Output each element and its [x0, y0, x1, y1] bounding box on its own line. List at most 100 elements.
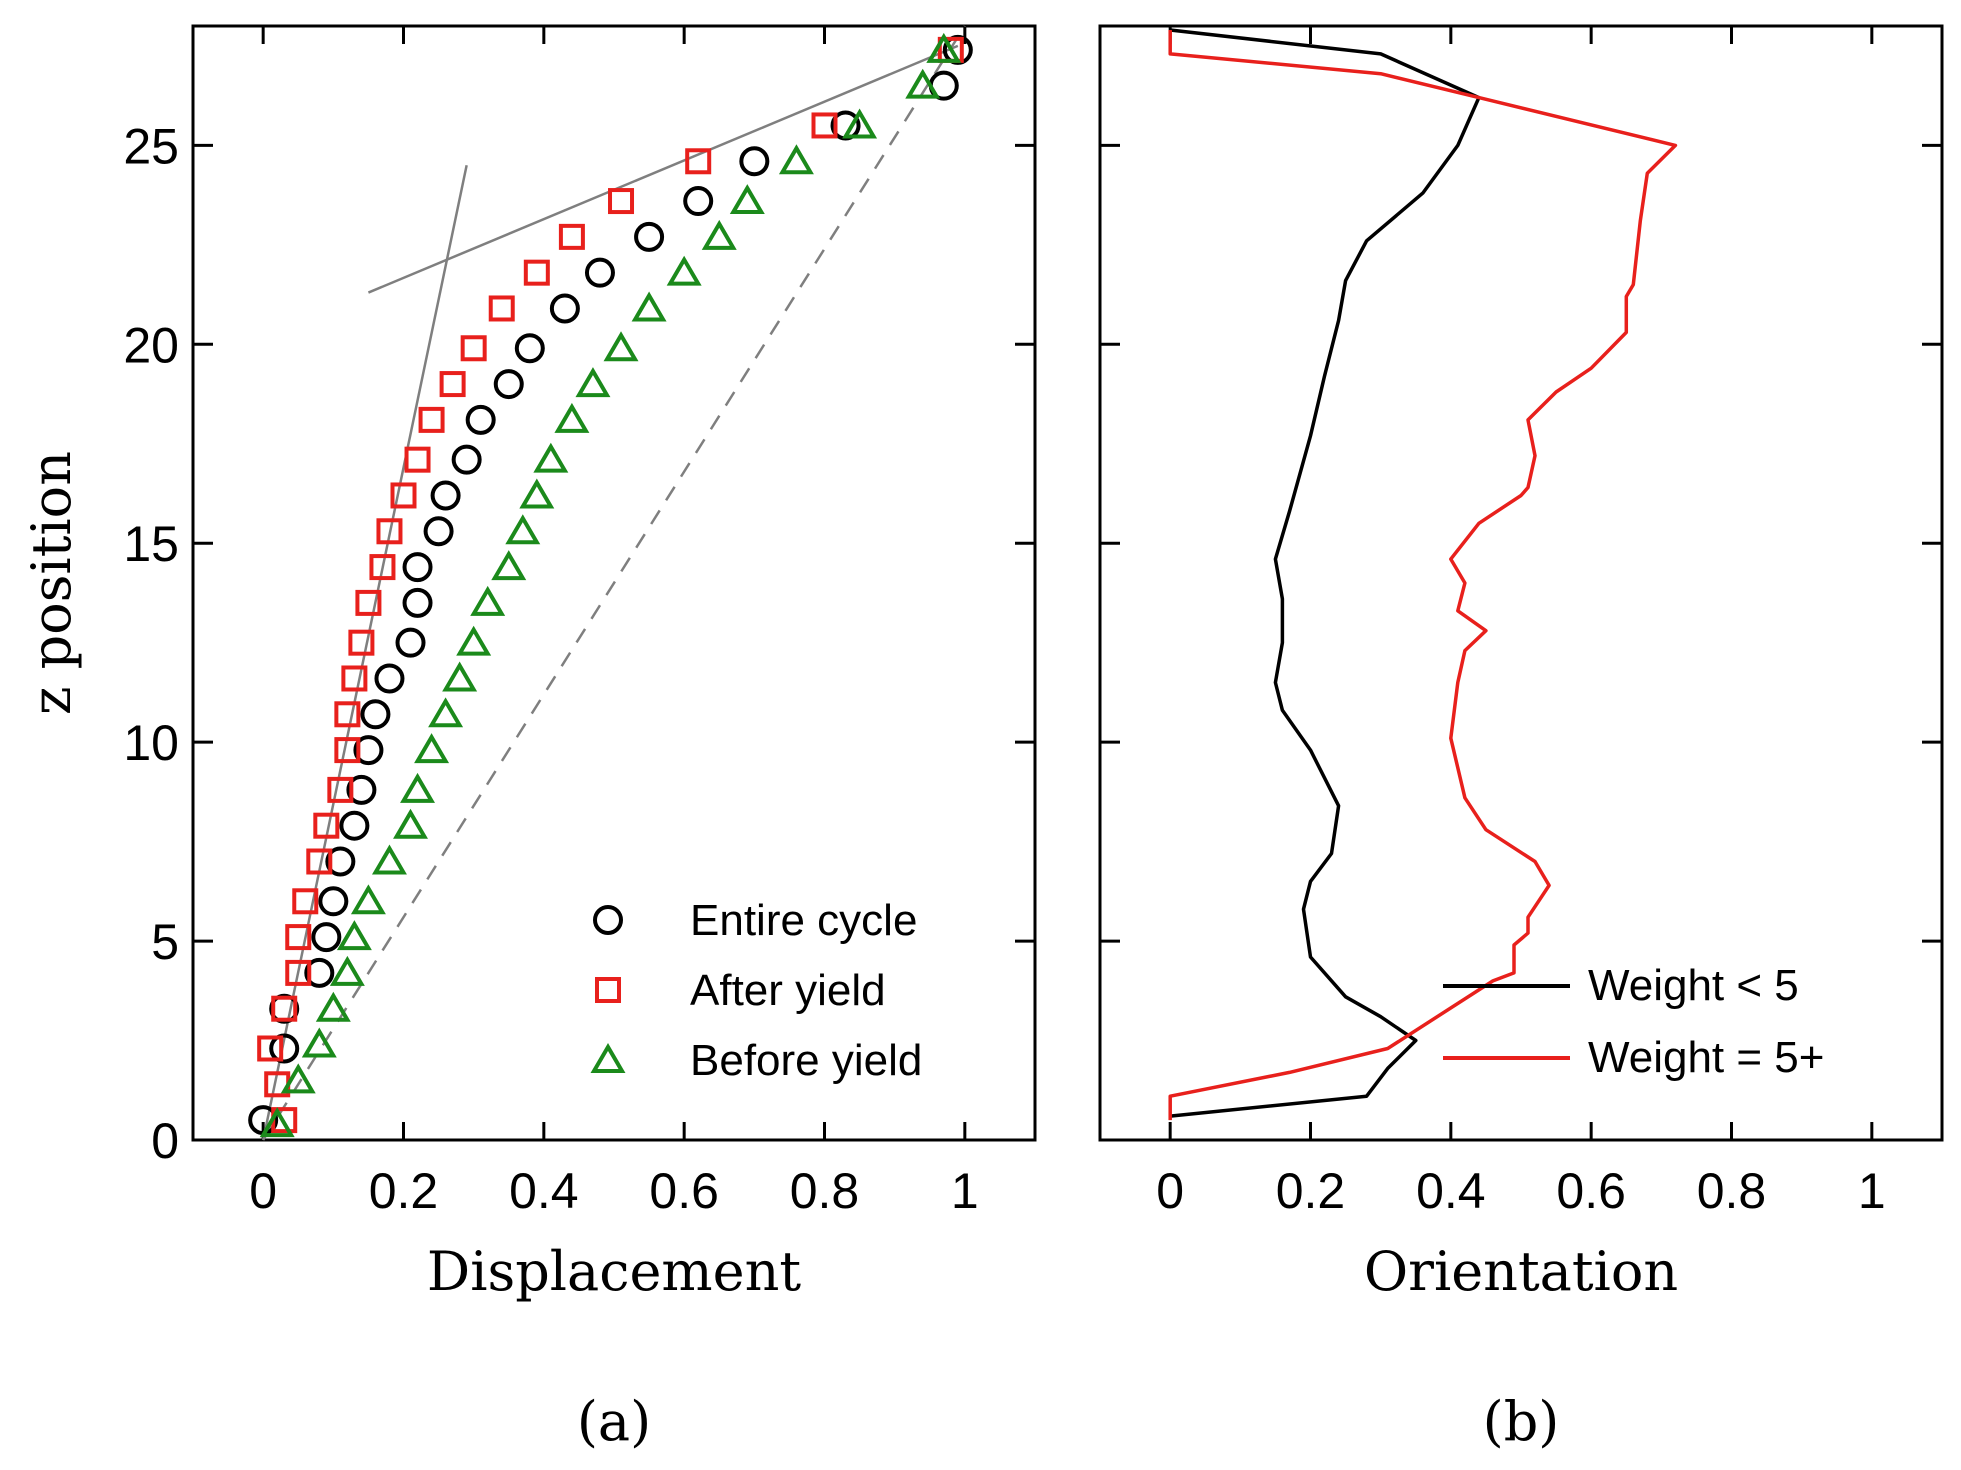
panel-a-y-tick-labels: 0 5 10 15 20 25 [123, 118, 179, 1169]
x-tick-label: 0.2 [1276, 1163, 1346, 1219]
legend-label: After yield [690, 966, 886, 1015]
triangle-point [259, 1107, 295, 1138]
triangle-point [666, 255, 702, 286]
square-point [390, 482, 417, 509]
circle-point [584, 257, 615, 288]
square-point [334, 737, 361, 764]
square-point [418, 406, 445, 433]
circle-point [402, 587, 433, 618]
triangle-point [575, 367, 611, 398]
circle-point [374, 663, 405, 694]
square-point [558, 223, 585, 250]
panel-a-legend: Entire cycle After yield Before yield [590, 896, 922, 1085]
triangle-point [729, 184, 765, 215]
circle-point [304, 957, 335, 988]
panel-b-label: (b) [1483, 1390, 1560, 1453]
series-square [257, 36, 964, 1134]
square-point [404, 446, 431, 473]
square-point [348, 629, 375, 656]
circle-point [423, 516, 454, 547]
triangle-point [519, 478, 555, 509]
square-point [292, 888, 319, 915]
panel-a-label: (a) [577, 1390, 651, 1453]
circle-point [683, 186, 714, 217]
circle-point [451, 444, 482, 475]
circle-point [402, 552, 433, 583]
triangle-point [470, 585, 506, 616]
triangle-point [533, 442, 569, 473]
series-circle [248, 34, 973, 1136]
square-point [334, 701, 361, 728]
x-tick-label: 0 [1156, 1163, 1184, 1219]
reference-line-linear-profile [262, 25, 966, 1141]
triangle-point [491, 550, 527, 581]
square-point [313, 812, 340, 839]
panel-b: 0 0.2 0.4 0.6 0.8 1 Orientation Weight < 5 Wei… [1098, 24, 1944, 1453]
y-tick-label: 20 [123, 317, 179, 373]
square-point [488, 295, 515, 322]
square-point [285, 959, 312, 986]
panel-a-x-axis-title: Displacement [427, 1240, 801, 1303]
square-point [341, 665, 368, 692]
triangle-point [456, 625, 492, 656]
triangle-point [329, 955, 365, 986]
triangle-point [842, 108, 878, 139]
square-point [306, 848, 333, 875]
panel-a-x-tick-labels: 0 0.2 0.4 0.6 0.8 1 [249, 1163, 978, 1219]
circle-point [353, 735, 384, 766]
panel-b-x-tick-labels: 0 0.2 0.4 0.6 0.8 1 [1156, 1163, 1885, 1219]
circle-point [514, 333, 545, 364]
panel-a-markers [248, 32, 973, 1138]
legend-label: Entire cycle [690, 896, 917, 945]
legend-label: Weight = 5+ [1588, 1033, 1824, 1082]
triangle-point [400, 772, 436, 803]
triangle-point [631, 291, 667, 322]
x-tick-label: 0.6 [649, 1163, 719, 1219]
circle-point [311, 922, 342, 953]
triangle-point [315, 991, 351, 1022]
x-tick-label: 0.8 [1697, 1163, 1767, 1219]
triangle-point [414, 733, 450, 764]
circle-point [360, 699, 391, 730]
square-point [523, 259, 550, 286]
legend-triangle-marker [590, 1043, 626, 1073]
circle-point [395, 627, 426, 658]
x-tick-label: 0.2 [369, 1163, 439, 1219]
triangle-point [554, 402, 590, 433]
triangle-point [778, 144, 814, 175]
x-tick-label: 1 [1858, 1163, 1886, 1219]
circle-point [339, 810, 370, 841]
x-tick-label: 0.8 [790, 1163, 860, 1219]
triangle-point [393, 808, 428, 839]
y-tick-label: 25 [123, 118, 179, 174]
square-point [327, 776, 354, 803]
circle-point [465, 404, 496, 435]
x-tick-label: 0.6 [1556, 1163, 1626, 1219]
y-tick-label: 0 [151, 1113, 179, 1169]
panel-b-lines [1168, 28, 1678, 1121]
triangle-point [926, 32, 962, 63]
x-tick-label: 1 [951, 1163, 979, 1219]
square-point [376, 518, 403, 545]
circle-point [346, 774, 377, 805]
series-line-2 [1168, 30, 1678, 1121]
y-tick-label: 15 [123, 516, 179, 572]
triangle-point [603, 331, 639, 362]
panel-a: 0 0.2 0.4 0.6 0.8 1 0 5 10 15 20 25 Displacement z… [20, 24, 1037, 1453]
circle-point [493, 369, 524, 400]
triangle-point [301, 1027, 337, 1058]
circle-point [269, 1033, 300, 1064]
square-point [685, 148, 712, 175]
triangle-point [428, 697, 464, 728]
panel-b-frame [1098, 24, 1944, 1142]
x-tick-label: 0.4 [1416, 1163, 1486, 1219]
legend-label: Before yield [690, 1036, 922, 1085]
y-tick-label: 5 [151, 914, 179, 970]
panel-b-x-axis-title: Orientation [1364, 1240, 1678, 1303]
legend-label: Weight < 5 [1588, 961, 1799, 1010]
panel-a-frame [191, 24, 1037, 1142]
square-point [439, 371, 466, 398]
circle-point [830, 110, 861, 141]
square-point [369, 554, 396, 581]
